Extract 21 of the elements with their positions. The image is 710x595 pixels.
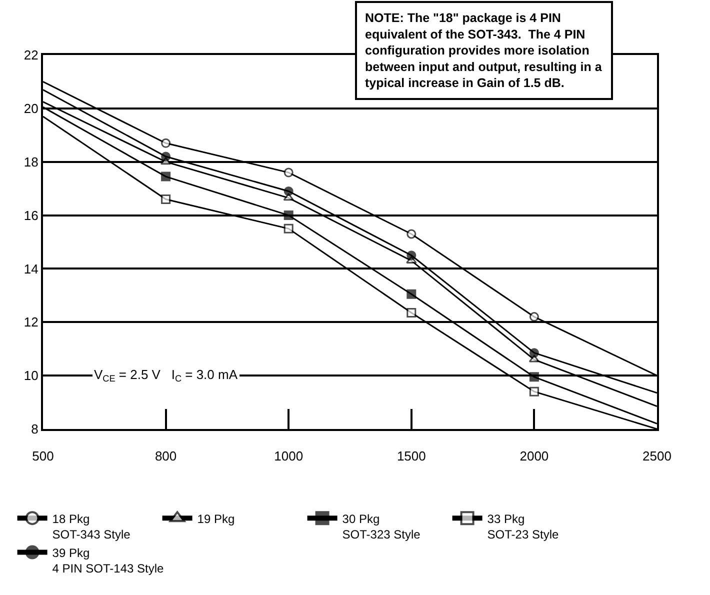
annotation: NOTE: The "18" package is 4 PIN equivalent of the SOT-343. The 4 PIN configuration provides more isolation between input and output, resulting in a typical increase in Gain of 1.5 dB.: [365, 11, 603, 90]
x-tick-label: 500: [32, 448, 54, 464]
y-tick-label: 18: [24, 154, 38, 170]
x-tick-label: 1500: [396, 448, 426, 464]
y-tick-label: 16: [24, 208, 38, 223]
y-tick-label: 12: [24, 314, 38, 330]
legend-label: 19 Pkg: [197, 512, 235, 526]
legend-label: 33 Pkg SOT-23 Style: [487, 512, 559, 542]
y-tick-label: 22: [24, 48, 38, 63]
y-tick-label: 8: [31, 422, 38, 437]
annotation: V$_{CE}$ = 2.5 V I$_{C}$ = 3.0 mA: [94, 367, 238, 384]
y-tick-label: 14: [24, 261, 38, 276]
legend-label: 39 Pkg 4 PIN SOT-143 Style: [52, 546, 164, 576]
x-tick-label: 2000: [520, 448, 549, 464]
x-tick-label: 2500: [642, 448, 672, 464]
legend-label: 18 Pkg SOT-343 Style: [52, 512, 131, 542]
legend-label: 30 Pkg SOT-323 Style: [342, 512, 421, 542]
x-tick-label: 1000: [274, 448, 304, 464]
y-tick-label: 10: [24, 368, 38, 384]
x-tick-label: 800: [154, 448, 177, 464]
y-tick-label: 20: [24, 100, 38, 116]
